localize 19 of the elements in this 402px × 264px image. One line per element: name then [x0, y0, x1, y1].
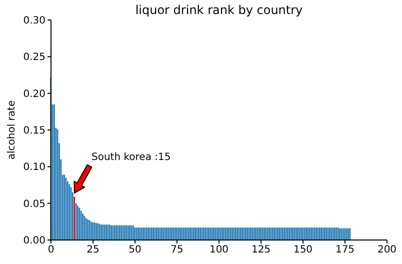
x-tick-label: 25	[86, 244, 100, 256]
y-tick-label: 0.05	[23, 198, 46, 210]
x-tick-label: 200	[377, 244, 397, 256]
y-tick-label: 0.25	[23, 52, 46, 64]
x-tick-label: 75	[170, 244, 184, 256]
x-tick-label: 150	[293, 244, 313, 256]
x-tick-label: 175	[335, 244, 355, 256]
x-tick-label: 100	[209, 244, 229, 256]
y-tick-label: 0.15	[23, 126, 46, 137]
chart-title: liquor drink rank by country	[134, 3, 304, 17]
y-tick-label: 0.30	[23, 16, 46, 27]
x-tick-label: 125	[251, 244, 271, 256]
y-axis-title: alcohol rate	[6, 100, 18, 160]
annotation: South korea :15	[92, 152, 171, 163]
y-tick-label: 0.00	[23, 236, 46, 247]
y-tick-label: 0.20	[23, 88, 46, 100]
x-tick-label: 0	[48, 244, 54, 256]
x-tick-label: 50	[128, 244, 142, 256]
y-tick-label: 0.10	[23, 162, 46, 174]
